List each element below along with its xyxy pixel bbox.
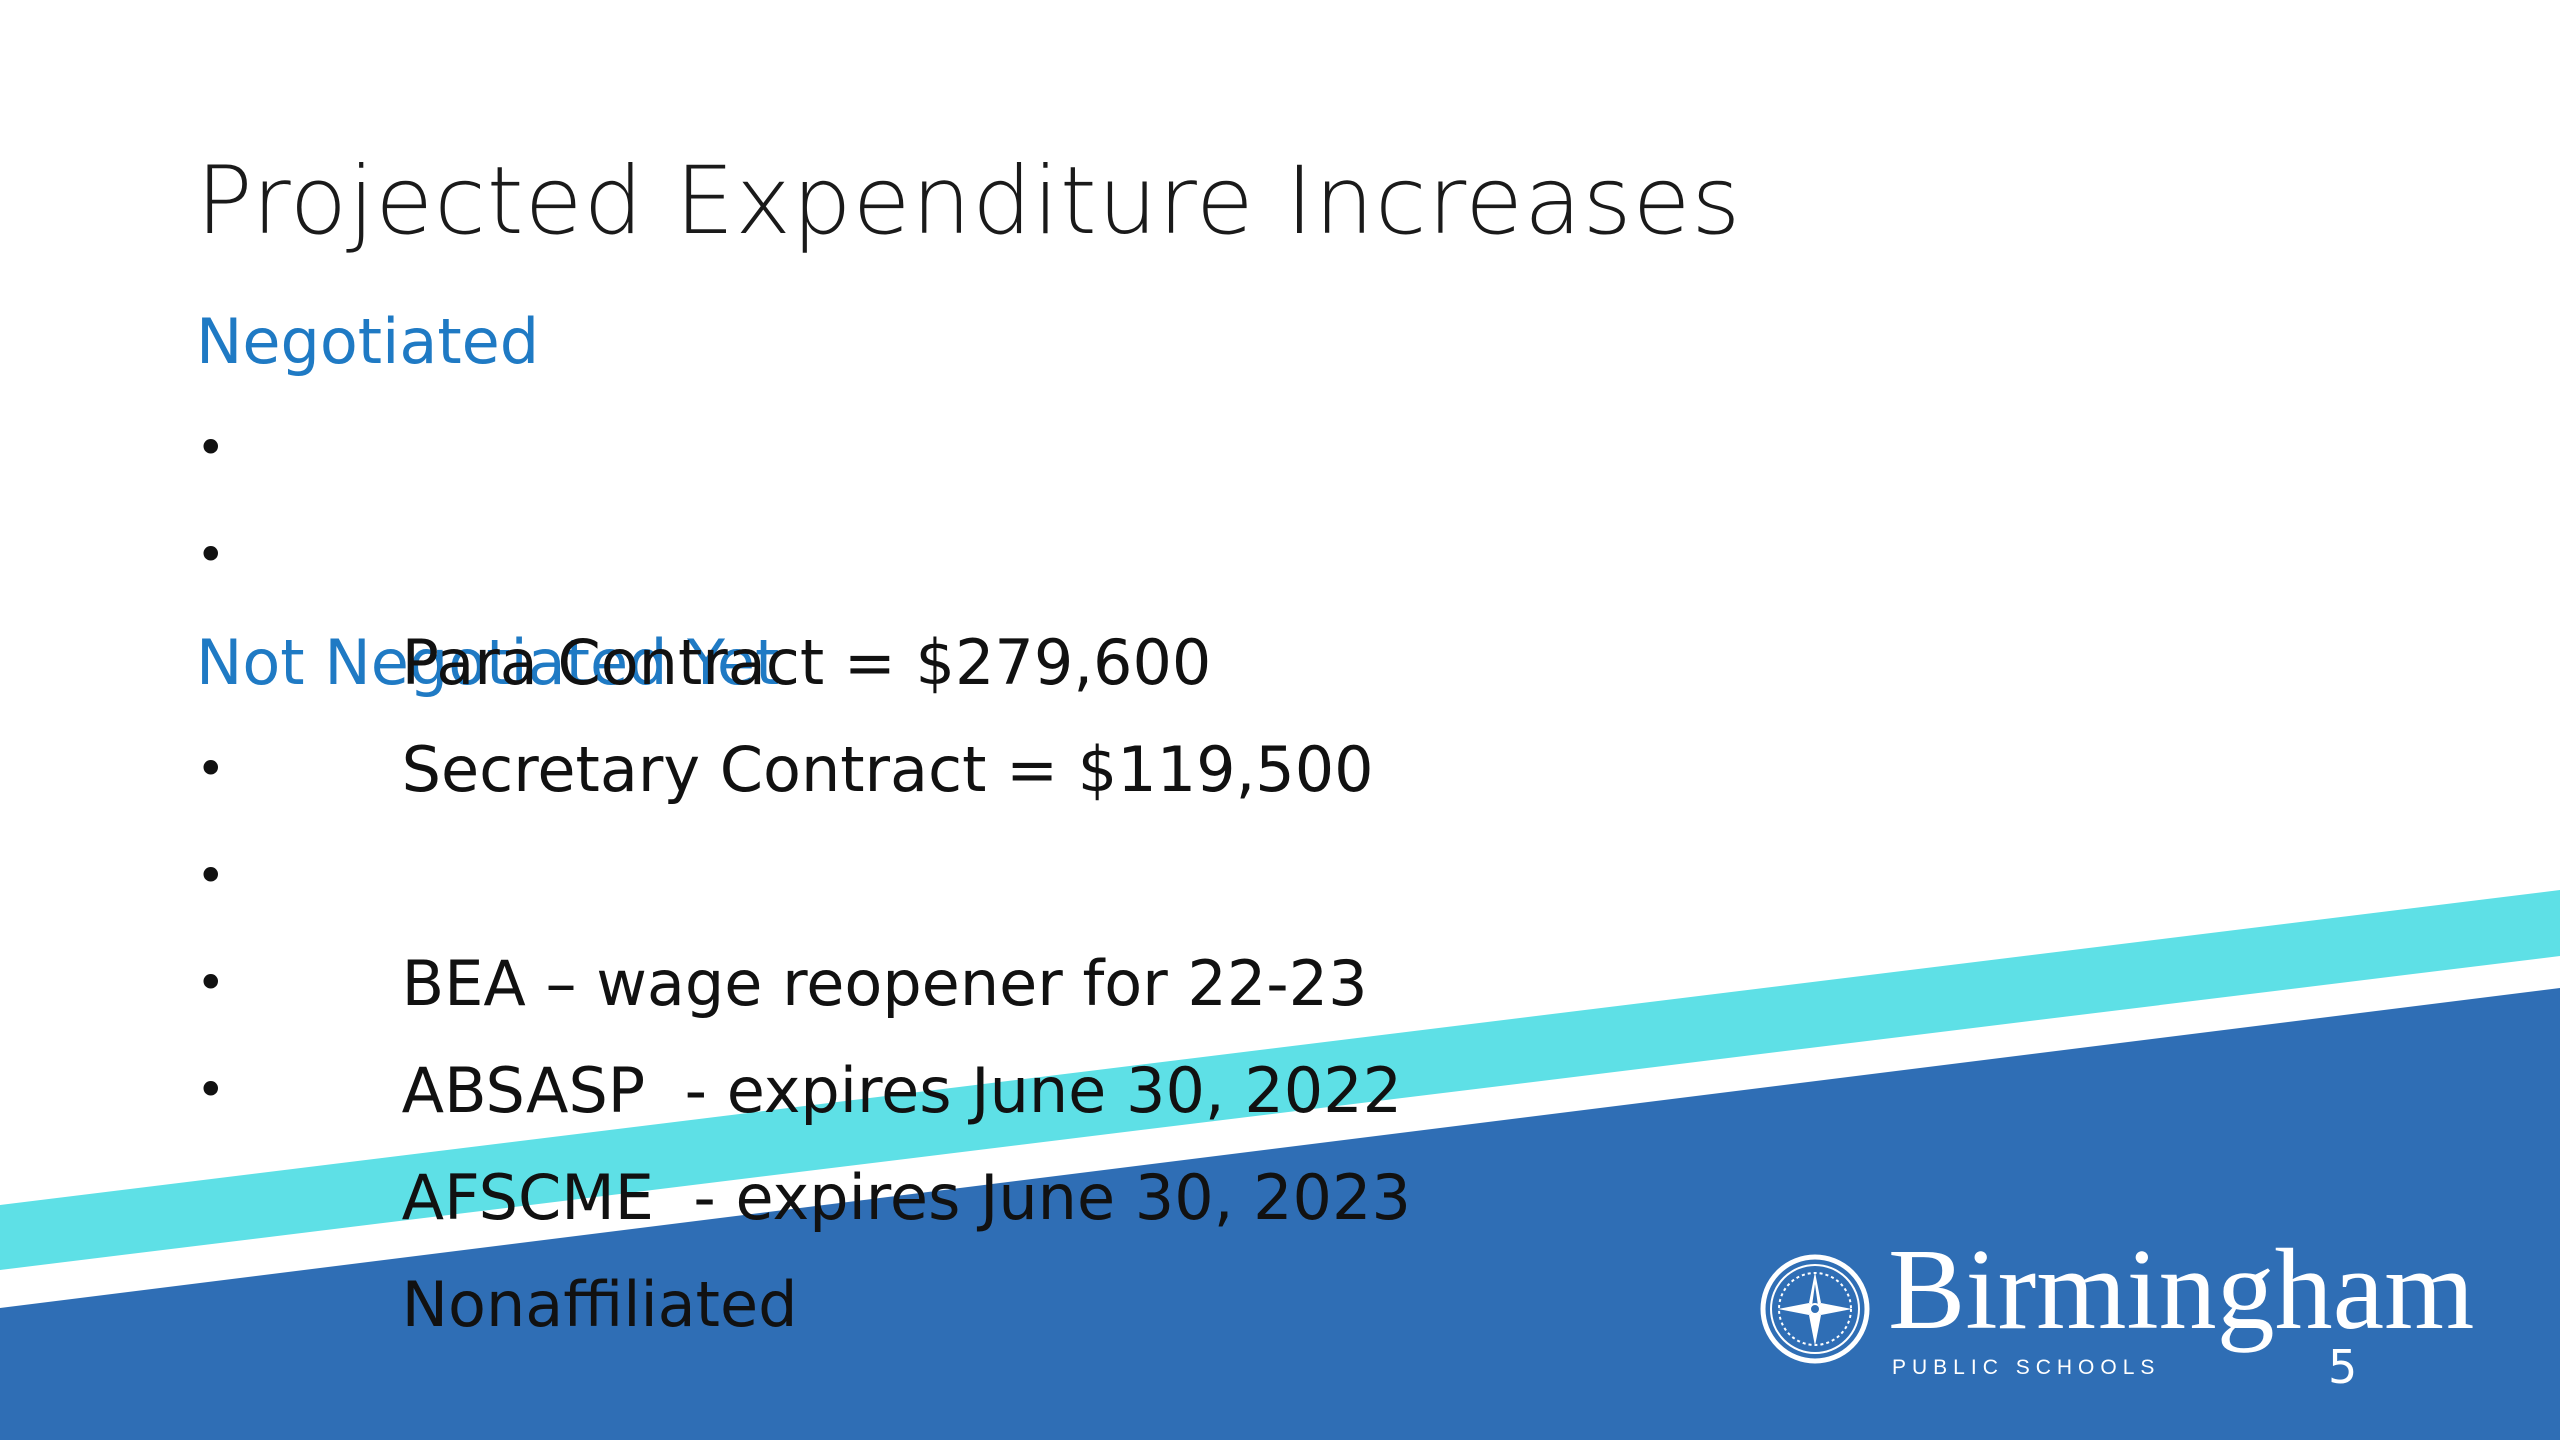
list-item-text: BEA – wage reopener for 22-23 <box>401 947 1368 1020</box>
list-item-text: Para Contract = $279,600 <box>401 626 1212 699</box>
list-item: • Nonaffiliated <box>196 1037 1696 1341</box>
list-item-text: AFSCME - expires June 30, 2023 <box>401 1161 1411 1234</box>
list-item: • AFSCME - expires June 30, 2023 <box>196 930 1696 1234</box>
bullet-icon: • <box>196 847 226 905</box>
list-item: • ABSASP - expires June 30, 2022 <box>196 823 1696 1127</box>
list-item: • BEA – wage reopener for 22-23 <box>196 716 1696 1020</box>
bullet-list-negotiated: • Para Contract = $279,600 • Secretary C… <box>196 395 1696 806</box>
logo-subtitle: PUBLIC SCHOOLS <box>1892 1356 2161 1379</box>
bullet-icon: • <box>196 740 226 798</box>
bullet-icon: • <box>196 1061 226 1119</box>
cyan-band <box>0 890 2560 1270</box>
slide-content: Negotiated • Para Contract = $279,600 • … <box>196 288 1696 1341</box>
bullet-icon: • <box>196 419 226 477</box>
section-heading-not-negotiated: Not Negotiated Yet <box>196 626 780 699</box>
section-heading-negotiated: Negotiated <box>196 305 540 378</box>
list-item: • Para Contract = $279,600 <box>196 395 1696 699</box>
bullet-list-not-negotiated: • BEA – wage reopener for 22-23 • ABSASP… <box>196 716 1696 1341</box>
list-item: • Secretary Contract = $119,500 <box>196 502 1696 806</box>
list-item-text: ABSASP - expires June 30, 2022 <box>401 1054 1403 1127</box>
birmingham-logo: Birmingham PUBLIC SCHOOLS <box>1760 1232 2540 1388</box>
bullet-icon: • <box>196 526 226 584</box>
compass-seal-icon <box>1760 1254 1870 1364</box>
list-item-text: Secretary Contract = $119,500 <box>401 733 1374 806</box>
slide-title: Projected Expenditure Increases <box>196 147 1742 256</box>
logo-name: Birmingham <box>1888 1226 2475 1354</box>
page-number: 5 <box>2328 1340 2358 1394</box>
blue-band <box>0 988 2560 1440</box>
list-item-text: Nonaffiliated <box>401 1268 798 1341</box>
bullet-icon: • <box>196 954 226 1012</box>
